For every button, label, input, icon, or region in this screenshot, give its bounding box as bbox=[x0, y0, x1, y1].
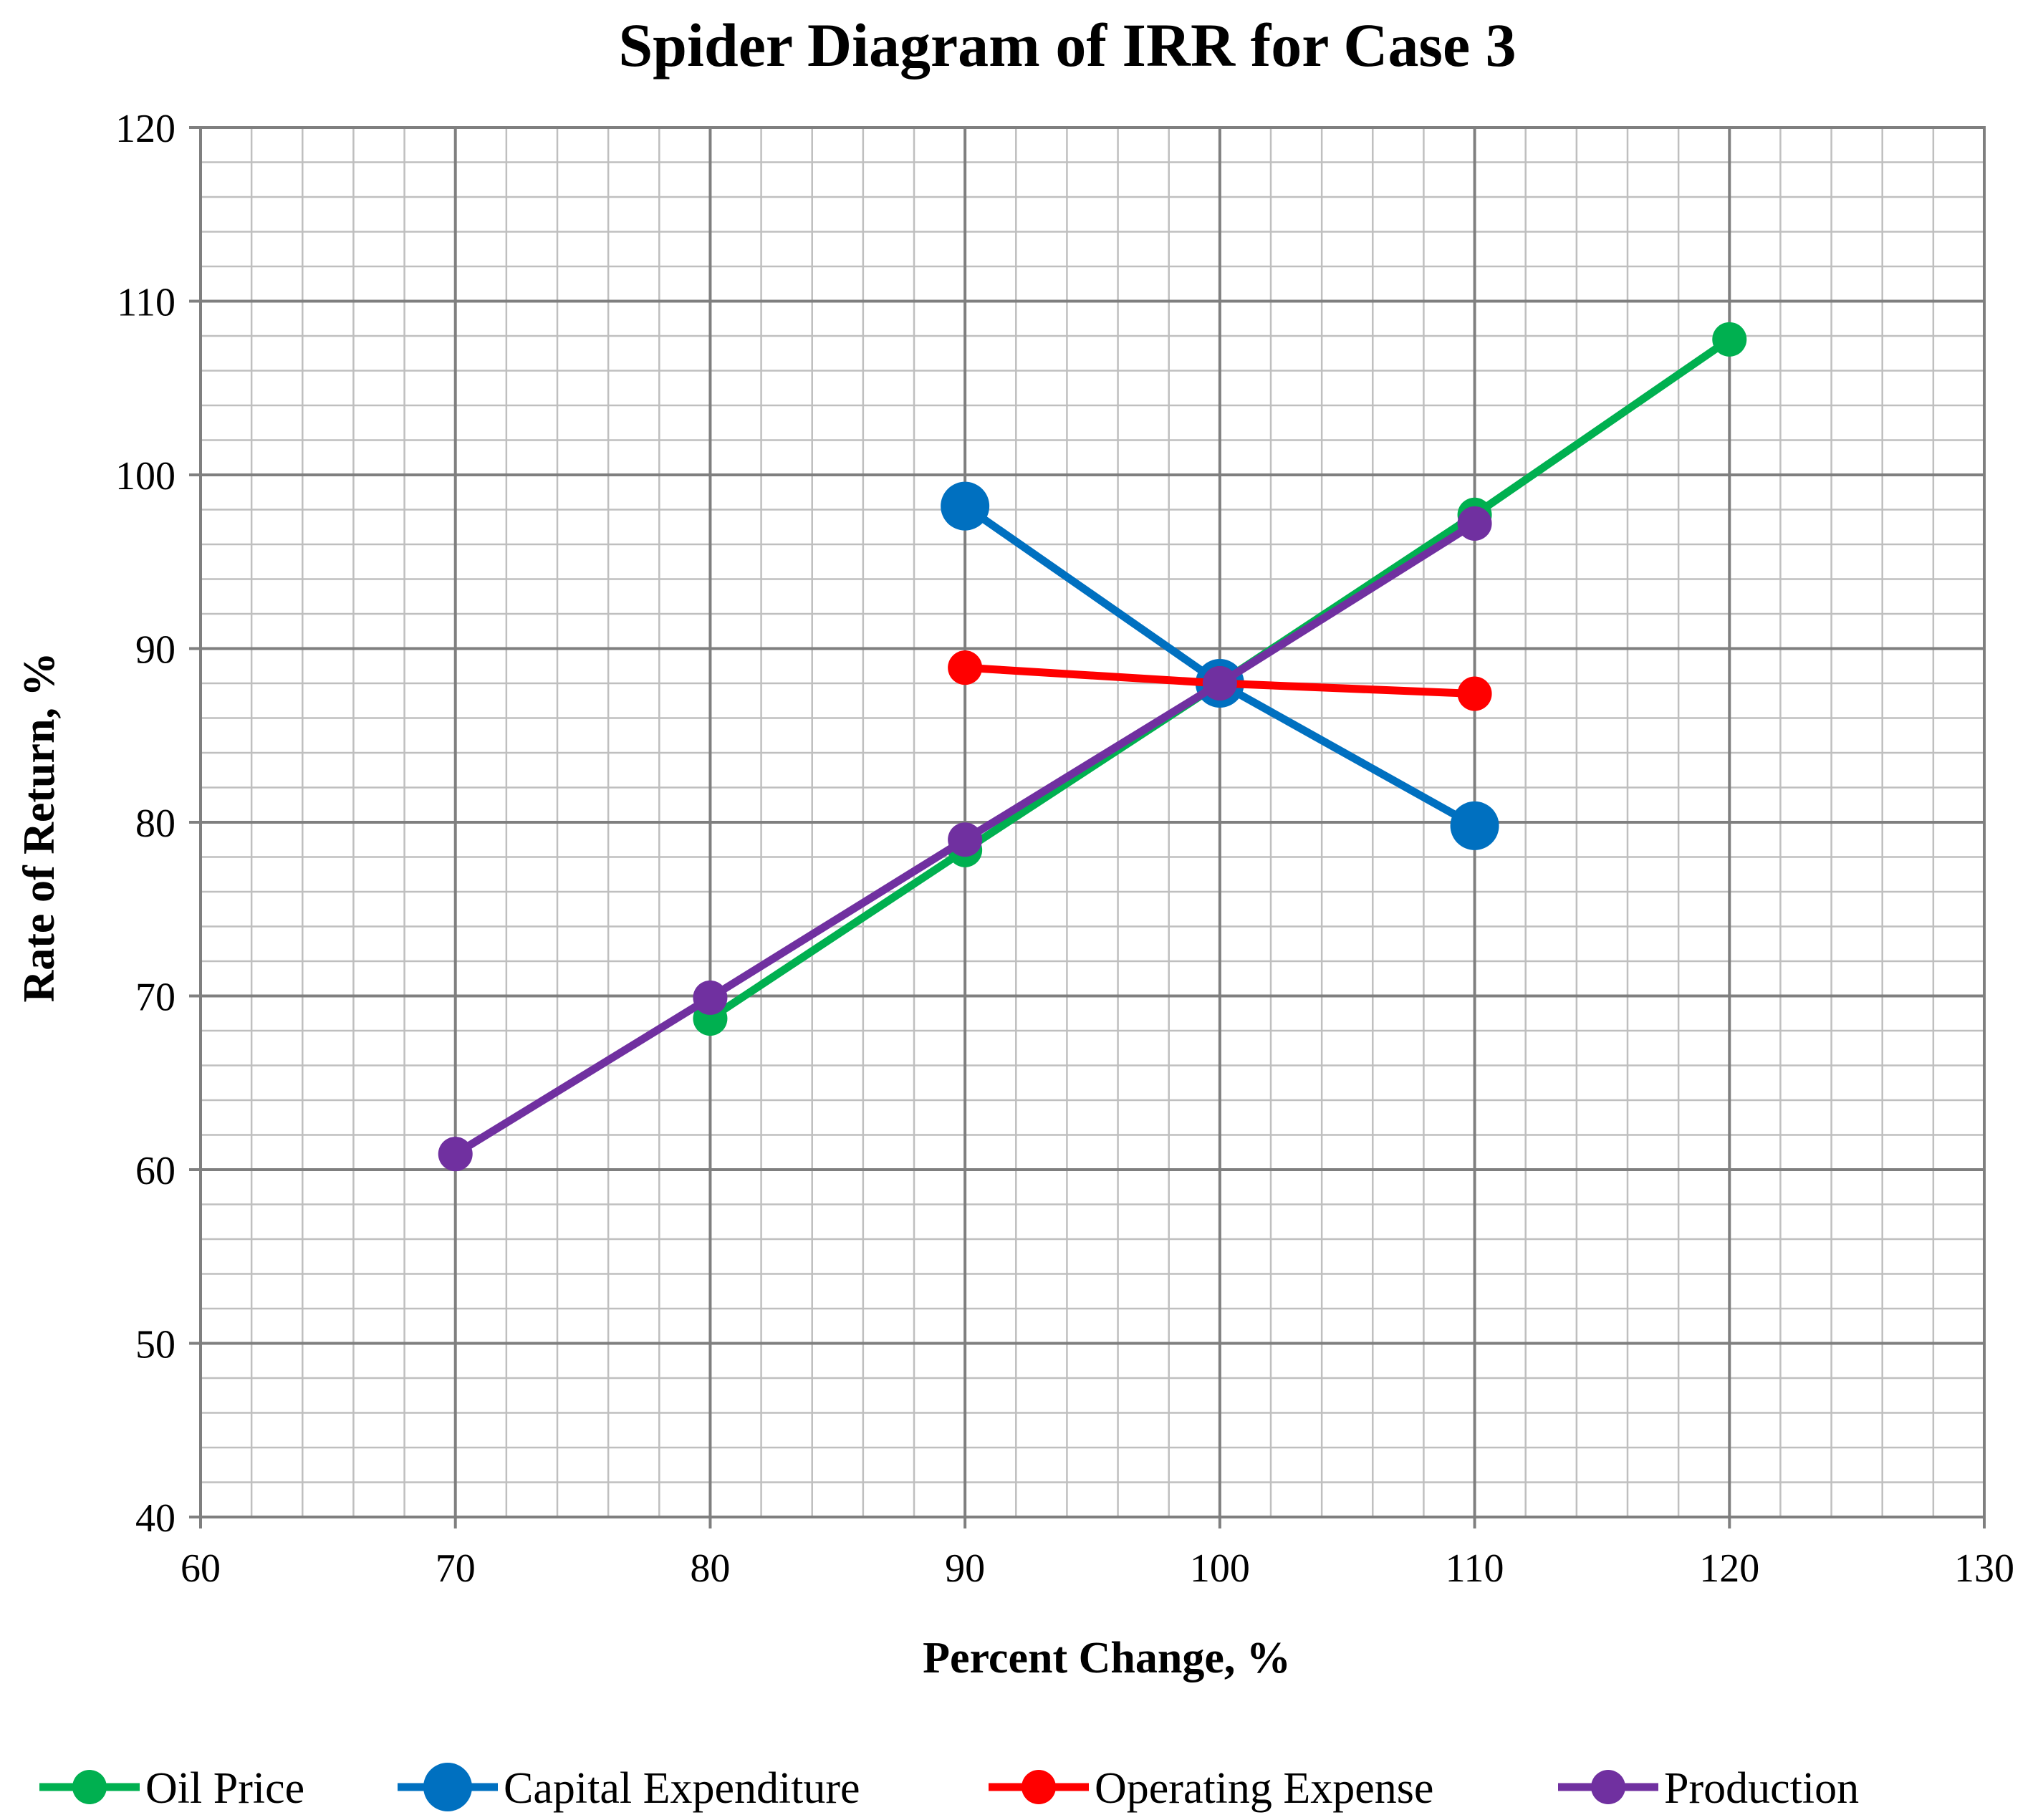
x-tick-label: 80 bbox=[690, 1546, 730, 1591]
x-tick-label: 70 bbox=[436, 1546, 476, 1591]
data-point-operating-expense bbox=[1457, 676, 1492, 711]
chart-title: Spider Diagram of IRR for Case 3 bbox=[618, 11, 1516, 80]
data-point-production bbox=[438, 1137, 473, 1172]
x-axis-ticks: 60 70 80 90 100 110 120 130 bbox=[181, 1517, 2014, 1591]
y-tick-label: 80 bbox=[135, 801, 176, 846]
legend-marker-oil-price bbox=[72, 1770, 107, 1804]
legend-label-oil-price: Oil Price bbox=[145, 1764, 304, 1813]
legend-marker-production bbox=[1591, 1770, 1625, 1804]
data-point-production bbox=[1457, 506, 1492, 541]
legend-label-capital-expenditure: Capital Expenditure bbox=[504, 1764, 860, 1813]
data-point-operating-expense bbox=[948, 650, 983, 685]
y-tick-label: 100 bbox=[115, 454, 176, 499]
legend-item-capital-expenditure: Capital Expenditure bbox=[398, 1763, 860, 1813]
legend-label-production: Production bbox=[1664, 1764, 1859, 1813]
y-tick-label: 70 bbox=[135, 976, 176, 1020]
y-tick-label: 110 bbox=[117, 281, 176, 325]
x-tick-label: 100 bbox=[1190, 1546, 1250, 1591]
data-point-production bbox=[1202, 666, 1237, 700]
legend-item-production: Production bbox=[1558, 1764, 1859, 1813]
data-point-oil-price bbox=[1712, 322, 1747, 357]
x-tick-label: 110 bbox=[1446, 1546, 1504, 1591]
legend-label-operating-expense: Operating Expense bbox=[1095, 1764, 1433, 1813]
x-tick-label: 90 bbox=[945, 1546, 985, 1591]
y-tick-label: 60 bbox=[135, 1149, 176, 1193]
data-point-capital-expenditure bbox=[1450, 801, 1499, 850]
data-point-capital-expenditure bbox=[941, 481, 990, 531]
legend-marker-capital-expenditure bbox=[423, 1763, 472, 1811]
x-axis-title: Percent Change, % bbox=[923, 1634, 1291, 1682]
legend-marker-operating-expense bbox=[1022, 1770, 1056, 1804]
y-tick-label: 40 bbox=[135, 1496, 176, 1541]
y-tick-label: 50 bbox=[135, 1323, 176, 1367]
legend-item-oil-price: Oil Price bbox=[39, 1764, 304, 1813]
y-tick-label: 120 bbox=[115, 107, 176, 151]
y-axis-title: Rate of Return, % bbox=[15, 652, 64, 1002]
series-production bbox=[438, 506, 1492, 1172]
series-layer bbox=[438, 322, 1747, 1172]
x-tick-label: 120 bbox=[1699, 1546, 1759, 1591]
legend: Oil Price Capital Expenditure Operating Ex… bbox=[39, 1763, 1859, 1813]
y-axis-ticks: 40 50 60 70 80 90 100 110 120 bbox=[115, 107, 201, 1541]
data-point-production bbox=[948, 822, 983, 857]
x-tick-label: 60 bbox=[181, 1546, 221, 1591]
x-tick-label: 130 bbox=[1954, 1546, 2014, 1591]
legend-item-operating-expense: Operating Expense bbox=[989, 1764, 1433, 1813]
data-point-production bbox=[693, 980, 728, 1015]
y-tick-label: 90 bbox=[135, 628, 176, 673]
